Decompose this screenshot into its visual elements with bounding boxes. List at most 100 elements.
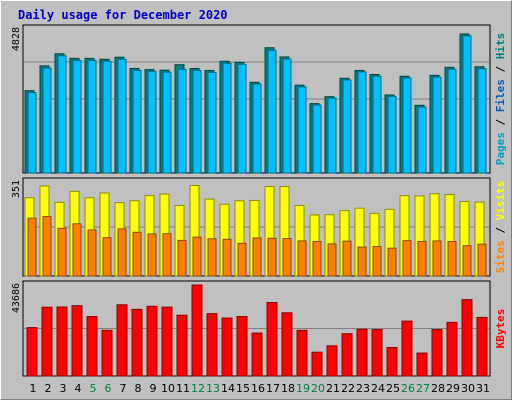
- bottom-bar-kbytes-day-20: [311, 351, 323, 377]
- top-bar-pages-day-18: [282, 58, 292, 174]
- middle-bar-sites-day-30: [462, 245, 472, 277]
- top-bar-pages-day-6: [102, 60, 112, 174]
- x-tick-label-day-6: 6: [105, 382, 112, 395]
- middle-bar-sites-day-8: [132, 231, 142, 277]
- x-tick-label-day-3: 3: [60, 382, 67, 395]
- bottom-bar-kbytes-day-4: [71, 305, 83, 377]
- middle-bar-sites-day-29: [447, 240, 457, 277]
- middle-bar-sites-day-2: [42, 216, 52, 277]
- bottom-bar-kbytes-day-9: [146, 305, 158, 377]
- x-tick-label-day-8: 8: [135, 382, 142, 395]
- top-bar-pages-day-12: [192, 69, 202, 174]
- bottom-bar-kbytes-day-6: [101, 329, 113, 377]
- bottom-bar-kbytes-day-23: [356, 328, 368, 377]
- x-tick-label-day-23: 23: [356, 382, 370, 395]
- middle-bar-sites-day-18: [282, 238, 292, 277]
- top-bar-pages-day-27: [417, 106, 427, 174]
- x-tick-label-day-11: 11: [176, 382, 190, 395]
- top-bar-pages-day-26: [402, 77, 412, 174]
- bottom-bar-kbytes-day-1: [26, 327, 38, 377]
- middle-bar-sites-day-27: [417, 240, 427, 277]
- bottom-bar-kbytes-day-5: [86, 316, 98, 377]
- x-tick-label-day-4: 4: [75, 382, 82, 395]
- top-max-label: 4828: [11, 27, 22, 51]
- x-tick-label-day-24: 24: [371, 382, 385, 395]
- x-tick-label-day-5: 5: [90, 382, 97, 395]
- legend-hits: Hits: [494, 33, 507, 60]
- x-tick-label-day-31: 31: [476, 382, 490, 395]
- top-bar-pages-day-4: [72, 59, 82, 174]
- middle-bar-sites-day-4: [72, 223, 82, 277]
- x-tick-label-day-10: 10: [161, 382, 175, 395]
- middle-bar-sites-day-13: [207, 238, 217, 277]
- bottom-bar-kbytes-day-21: [326, 345, 338, 377]
- bottom-bar-kbytes-day-17: [266, 302, 278, 377]
- middle-legend: Sites / Visits: [494, 181, 507, 274]
- bottom-bar-kbytes-day-10: [161, 306, 173, 377]
- bottom-bar-kbytes-day-28: [431, 329, 443, 377]
- bottom-bar-kbytes-day-18: [281, 312, 293, 377]
- bottom-bar-kbytes-day-13: [206, 313, 218, 377]
- top-bar-pages-day-23: [357, 71, 367, 174]
- bottom-bar-kbytes-day-14: [221, 317, 233, 377]
- bottom-bar-kbytes-day-29: [446, 321, 458, 377]
- top-bar-pages-day-28: [432, 76, 442, 174]
- middle-bar-sites-day-14: [222, 238, 232, 277]
- x-tick-label-day-12: 12: [191, 382, 205, 395]
- x-tick-label-day-18: 18: [281, 382, 295, 395]
- bottom-bar-kbytes-day-19: [296, 329, 308, 377]
- x-tick-label-day-29: 29: [446, 382, 460, 395]
- x-tick-label-day-19: 19: [296, 382, 310, 395]
- middle-bar-sites-day-20: [312, 240, 322, 277]
- top-bar-pages-day-21: [327, 97, 337, 174]
- x-tick-label-day-17: 17: [266, 382, 280, 395]
- x-tick-label-day-1: 1: [30, 382, 37, 395]
- x-tick-label-day-13: 13: [206, 382, 220, 395]
- bottom-max-label: 43686: [11, 283, 22, 313]
- legend-separator: /: [494, 112, 507, 132]
- top-bar-pages-day-30: [462, 35, 472, 174]
- x-tick-label-day-20: 20: [311, 382, 325, 395]
- middle-bar-sites-day-17: [267, 237, 277, 277]
- bottom-bar-kbytes-day-27: [416, 352, 428, 377]
- bottom-bar-kbytes-day-3: [56, 306, 68, 377]
- top-bar-pages-day-16: [252, 83, 262, 174]
- x-tick-label-day-22: 22: [341, 382, 355, 395]
- top-bar-pages-day-29: [447, 68, 457, 174]
- bottom-bar-kbytes-day-8: [131, 308, 143, 377]
- legend-pages: Pages: [494, 132, 507, 165]
- x-tick-label-day-16: 16: [251, 382, 265, 395]
- x-tick-label-day-21: 21: [326, 382, 340, 395]
- bottom-bar-kbytes-day-15: [236, 316, 248, 377]
- middle-bar-sites-day-6: [102, 237, 112, 277]
- middle-bar-sites-day-1: [27, 217, 37, 277]
- middle-bar-sites-day-28: [432, 240, 442, 277]
- bottom-bar-kbytes-day-24: [371, 329, 383, 377]
- x-tick-label-day-30: 30: [461, 382, 475, 395]
- bottom-bar-kbytes-day-31: [476, 316, 488, 377]
- bottom-bar-kbytes-day-16: [251, 332, 263, 377]
- top-bar-pages-day-2: [42, 67, 52, 174]
- middle-bar-sites-day-25: [387, 247, 397, 277]
- middle-bar-sites-day-15: [237, 242, 247, 277]
- top-bar-pages-day-25: [387, 95, 397, 174]
- middle-bar-sites-day-5: [87, 229, 97, 277]
- middle-bar-sites-day-12: [192, 236, 202, 277]
- middle-bar-sites-day-10: [162, 233, 172, 277]
- top-bar-pages-day-10: [162, 71, 172, 174]
- legend-visits: Visits: [494, 181, 507, 221]
- top-bar-pages-day-3: [57, 55, 67, 174]
- legend-kbytes: KBytes: [494, 309, 507, 349]
- x-tick-label-day-28: 28: [431, 382, 445, 395]
- bottom-bar-kbytes-day-12: [191, 284, 203, 377]
- legend-files: Files: [494, 79, 507, 112]
- top-bar-pages-day-24: [372, 75, 382, 174]
- x-tick-label-day-27: 27: [416, 382, 430, 395]
- top-bar-pages-day-31: [477, 68, 487, 174]
- x-tick-label-day-9: 9: [150, 382, 157, 395]
- middle-bar-sites-day-22: [342, 240, 352, 277]
- top-bar-pages-day-5: [87, 59, 97, 174]
- middle-bar-sites-day-21: [327, 243, 337, 277]
- top-bar-pages-day-13: [207, 71, 217, 174]
- chart-title: Daily usage for December 2020: [18, 8, 228, 22]
